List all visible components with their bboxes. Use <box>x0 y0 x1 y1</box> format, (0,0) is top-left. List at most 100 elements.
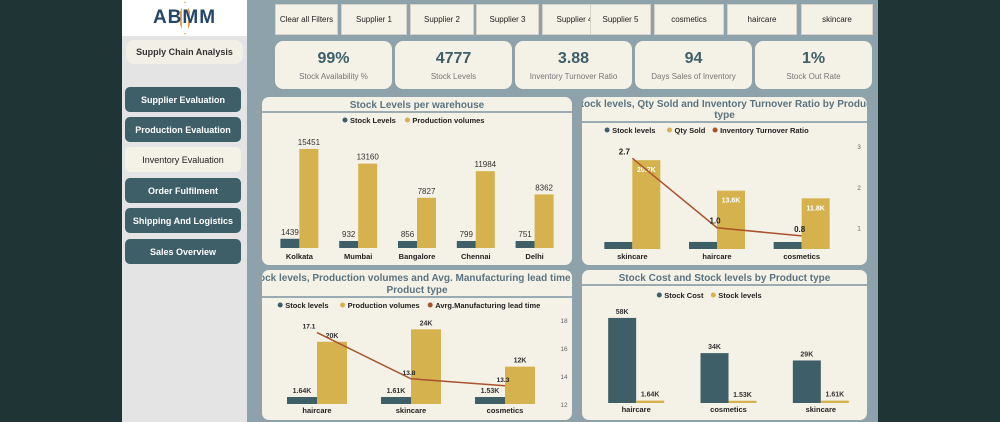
filter-clear-all-filters[interactable]: Clear all Filters <box>275 4 338 35</box>
chart-1: Stock Levels per warehouse Stock Levels Pr… <box>262 100 572 261</box>
nav-shipping-and-logistics[interactable]: Shipping And Logistics <box>125 208 241 233</box>
line-data-label: 1.0 <box>709 217 721 226</box>
filter-haircare[interactable]: haircare <box>727 4 797 35</box>
legend-marker <box>277 302 283 308</box>
bar-production-volumes <box>534 194 554 248</box>
legend-marker <box>342 117 348 123</box>
bar-stock-levels <box>287 397 317 404</box>
bar-stock-levels <box>381 397 411 404</box>
bar-production-volumes <box>475 171 495 248</box>
category-label: Mumbai <box>344 252 372 261</box>
chart-title: Product type <box>386 285 448 296</box>
bar-production-volumes <box>358 163 378 248</box>
category-label: Chennai <box>461 252 491 261</box>
line-data-label: 13.8 <box>403 370 416 377</box>
legend-label: Stock levels <box>718 291 761 300</box>
category-label: haircare <box>702 252 731 261</box>
nav-sales-overview[interactable]: Sales Overview <box>125 239 241 264</box>
legend-label: Qty Sold <box>675 126 706 135</box>
sidebar: ABMM Supply Chain Analysis Supplier Eval… <box>122 0 247 422</box>
filter-supplier-2[interactable]: Supplier 2 <box>410 4 474 35</box>
nav-production-evaluation[interactable]: Production Evaluation <box>125 117 241 142</box>
legend-label: Production volumes <box>412 116 484 125</box>
bar-stock-levels <box>456 241 476 248</box>
line-avrg-manufacturing-lead-time <box>316 331 506 387</box>
data-label: 799 <box>460 230 474 239</box>
bar-qty-sold <box>632 160 661 249</box>
data-label: 8362 <box>535 183 553 192</box>
line-data-label: 17.1 <box>303 324 316 331</box>
category-label: cosmetics <box>710 405 747 414</box>
data-label: 751 <box>518 230 532 239</box>
bar-qty-sold <box>801 198 830 249</box>
data-label: 932 <box>342 230 356 239</box>
secondary-axis-tick: 3 <box>857 144 861 151</box>
kpi-value: 99% <box>317 50 350 67</box>
filter-cosmetics[interactable]: cosmetics <box>654 4 724 35</box>
bar-stock-cost <box>792 360 821 403</box>
data-label: 13160 <box>357 153 380 162</box>
data-label: 1.61K <box>825 392 844 399</box>
bar-stock-levels <box>515 241 535 248</box>
filter-skincare[interactable]: skincare <box>801 4 873 35</box>
filter-supplier-3[interactable]: Supplier 3 <box>476 4 539 35</box>
bar-stock-levels <box>339 241 359 248</box>
legend-marker <box>656 292 662 298</box>
kpi-card: 94 Days Sales of Inventory <box>635 41 752 89</box>
nav-inventory-evaluation[interactable]: Inventory Evaluation <box>125 147 241 172</box>
category-label: Delhi <box>525 252 543 261</box>
data-label: 34K <box>708 344 721 351</box>
kpi-value: 94 <box>684 50 703 67</box>
chart-title: type <box>714 110 735 121</box>
nav-order-fulfilment[interactable]: Order Fulfilment <box>125 178 241 203</box>
bar-qty-sold <box>717 190 745 249</box>
line-data-label: 13.3 <box>497 377 510 384</box>
bar-stock-levels <box>689 241 717 249</box>
kpi-card: 3.88 Inventory Turnover Ratio <box>515 41 632 89</box>
bar-stock-cost <box>700 353 729 403</box>
bar-stock-levels <box>604 242 633 249</box>
chart-panel: Stock Levels per warehouse Stock Levels Pr… <box>262 97 572 265</box>
kpi-label: Stock Availability % <box>299 72 368 81</box>
logo: ABMM <box>122 0 247 36</box>
bar-production-volumes <box>417 197 436 248</box>
kpi-card: 99% Stock Availability % <box>275 41 392 89</box>
data-label: 29K <box>800 351 813 358</box>
kpi-label: Stock Levels <box>430 72 477 81</box>
chart-title: Stock Cost and Stock levels by Product t… <box>619 273 831 284</box>
kpi-value: 1% <box>801 50 826 67</box>
secondary-axis-tick: 12 <box>560 402 568 409</box>
bar-stock-levels <box>773 242 802 249</box>
data-label: 58K <box>616 309 629 316</box>
data-label: 11984 <box>474 160 496 169</box>
legend-label: Avrg.Manufacturing lead time <box>435 301 540 310</box>
bar-production-volumes <box>317 341 347 404</box>
data-label: 1.61K <box>387 388 406 395</box>
kpi-value: 3.88 <box>557 50 590 67</box>
legend-label: Stock Levels <box>350 116 396 125</box>
data-label: 1.53K <box>481 388 500 395</box>
legend-marker <box>604 127 610 133</box>
data-label: 20K <box>326 333 339 340</box>
secondary-axis-tick: 14 <box>560 374 568 381</box>
filter-supplier-1[interactable]: Supplier 1 <box>341 4 407 35</box>
legend-marker <box>710 292 716 298</box>
category-label: skincare <box>396 406 426 415</box>
nav-supplier-evaluation[interactable]: Supplier Evaluation <box>125 87 241 112</box>
chart-panel: Stock levels, Production volumes and Avg… <box>262 270 572 420</box>
bar-stock-levels <box>398 241 417 248</box>
legend-marker <box>667 127 672 133</box>
kpi-label: Stock Out Rate <box>786 72 841 81</box>
bar-stock-cost <box>608 317 637 403</box>
line-inventory-turnover-ratio <box>631 157 802 237</box>
bar-production-volumes <box>299 148 319 248</box>
data-label: 1439 <box>281 228 299 237</box>
category-label: Bangalore <box>399 252 436 261</box>
filter-supplier-5[interactable]: Supplier 5 <box>590 4 651 35</box>
data-label: 1.64K <box>641 392 660 399</box>
legend-label: Stock levels <box>612 126 655 135</box>
data-label: 24K <box>420 320 433 327</box>
chart-2: Stock levels, Qty Sold and Inventory Tur… <box>582 99 867 261</box>
bar-production-volumes <box>411 329 441 404</box>
chart-title: Stock levels, Qty Sold and Inventory Tur… <box>582 99 867 110</box>
